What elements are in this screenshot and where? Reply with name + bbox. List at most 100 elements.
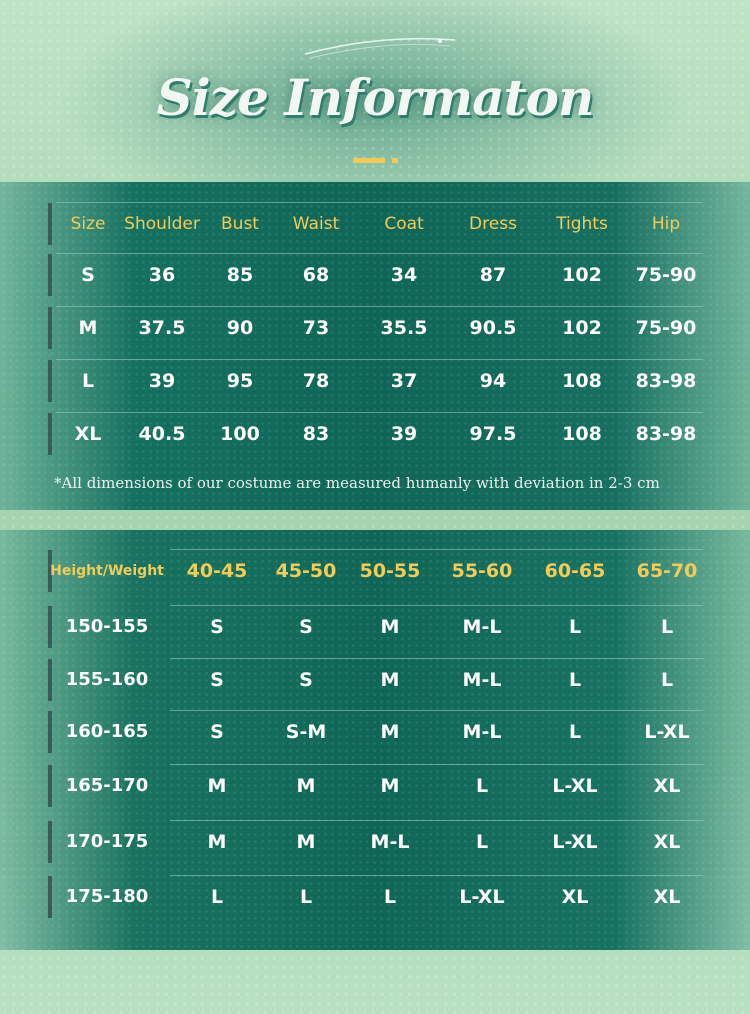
weight-header: 55-60 [451, 560, 513, 582]
measurement-cell: 85 [226, 264, 254, 286]
size-recommendation: M-L [462, 721, 502, 743]
row-divider [170, 658, 703, 659]
title-accent-dot [392, 158, 398, 163]
row-marker [48, 307, 52, 349]
column-header: Coat [384, 214, 424, 234]
measurement-cell: 94 [479, 370, 507, 392]
weight-header: 50-55 [359, 560, 421, 582]
row-divider [170, 549, 703, 550]
row-marker [48, 821, 52, 863]
measurement-cell: 39 [148, 370, 176, 392]
size-recommendation: M [296, 775, 316, 797]
height-label: 150-155 [65, 616, 149, 637]
measurement-cell: 87 [479, 264, 507, 286]
size-recommendation: L [568, 669, 582, 691]
row-divider [56, 202, 703, 203]
size-recommendation: XL [561, 886, 589, 908]
row-divider [170, 764, 703, 765]
row-marker [48, 550, 52, 592]
measurement-cell: 83 [302, 423, 330, 445]
size-recommendation: M [207, 831, 227, 853]
size-recommendation: L-XL [552, 775, 598, 797]
row-divider [56, 412, 703, 413]
height-label: 175-180 [65, 886, 149, 907]
size-label: M [78, 317, 98, 339]
size-recommendation: S [210, 721, 224, 743]
column-header: Size [70, 214, 106, 234]
measurement-cell: 78 [302, 370, 330, 392]
size-recommendation: M-L [462, 669, 502, 691]
measurement-cell: 73 [302, 317, 330, 339]
title-accent-bar [353, 158, 385, 163]
column-header: Dress [469, 214, 517, 234]
size-recommendation: M [380, 669, 400, 691]
size-recommendation: S-M [285, 721, 327, 743]
weight-header: 45-50 [275, 560, 337, 582]
size-recommendation: M [296, 831, 316, 853]
row-marker [48, 606, 52, 648]
column-header: Hip [651, 214, 681, 234]
size-recommendation: L [210, 886, 224, 908]
weight-header: 65-70 [636, 560, 698, 582]
size-recommendation: XL [653, 775, 681, 797]
size-recommendation: M [380, 775, 400, 797]
measurement-cell: 102 [562, 264, 602, 286]
size-recommendation: S [299, 616, 313, 638]
row-marker [48, 765, 52, 807]
measurement-cell: 83-98 [635, 370, 697, 392]
size-recommendation: S [210, 616, 224, 638]
size-recommendation: L [475, 775, 489, 797]
measurement-cell: 102 [562, 317, 602, 339]
row-divider [170, 710, 703, 711]
size-recommendation: L [475, 831, 489, 853]
measurement-note: *All dimensions of our costume are measu… [54, 474, 660, 492]
fit-table-panel [0, 530, 750, 950]
row-marker [48, 659, 52, 701]
column-header: Shoulder [124, 214, 200, 234]
measurement-cell: 83-98 [635, 423, 697, 445]
size-recommendation: L-XL [644, 721, 690, 743]
measurement-cell: 108 [562, 423, 602, 445]
row-divider [56, 359, 703, 360]
size-recommendation: XL [653, 886, 681, 908]
measurement-cell: 34 [390, 264, 418, 286]
measurement-cell: 75-90 [635, 264, 697, 286]
measurement-cell: 108 [562, 370, 602, 392]
decorative-swoosh [304, 37, 456, 59]
row-divider [170, 605, 703, 606]
weight-header: 60-65 [544, 560, 606, 582]
measurement-cell: 37.5 [138, 317, 186, 339]
size-recommendation: S [210, 669, 224, 691]
row-divider [170, 820, 703, 821]
size-recommendation: L [660, 669, 674, 691]
size-recommendation: L-XL [552, 831, 598, 853]
size-table-panel [0, 182, 750, 510]
height-label: 170-175 [65, 831, 149, 852]
measurement-cell: 75-90 [635, 317, 697, 339]
size-recommendation: M [207, 775, 227, 797]
height-label: 160-165 [65, 721, 149, 742]
corner-header: Height/Weight [50, 563, 164, 579]
row-marker [48, 876, 52, 918]
height-label: 155-160 [65, 669, 149, 690]
size-recommendation: M-L [370, 831, 410, 853]
row-divider [56, 306, 703, 307]
size-label: XL [74, 423, 102, 445]
measurement-cell: 97.5 [469, 423, 517, 445]
size-recommendation: L-XL [459, 886, 505, 908]
measurement-cell: 35.5 [380, 317, 428, 339]
page-title: Size Informaton [156, 68, 595, 127]
size-recommendation: M [380, 721, 400, 743]
size-recommendation: M-L [462, 616, 502, 638]
size-recommendation: XL [653, 831, 681, 853]
measurement-cell: 40.5 [138, 423, 186, 445]
measurement-cell: 39 [390, 423, 418, 445]
size-recommendation: L [568, 616, 582, 638]
weight-header: 40-45 [186, 560, 248, 582]
measurement-cell: 68 [302, 264, 330, 286]
row-marker [48, 711, 52, 753]
measurement-cell: 90 [226, 317, 254, 339]
measurement-cell: 37 [390, 370, 418, 392]
size-recommendation: L [299, 886, 313, 908]
size-recommendation: L [660, 616, 674, 638]
